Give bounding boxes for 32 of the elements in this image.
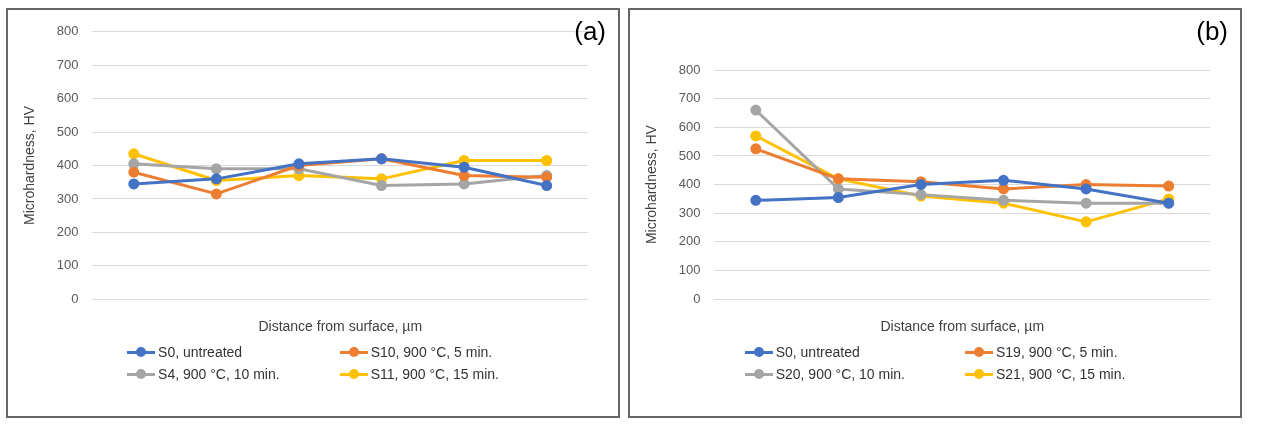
annotation: (a) [574,16,606,47]
y-tick-label: 200 [678,233,701,249]
y-tick-label: 0 [71,290,79,306]
legend-label: S10, 900 °C, 5 min. [370,344,493,360]
legend-label: S21, 900 °C, 15 min. [996,366,1126,382]
legend-label: S0, untreated [158,344,243,360]
legend-label: S20, 900 °C, 10 min. [775,366,905,382]
y-tick-label: 100 [678,262,701,278]
x-axis-title: Distance from surface, µm [258,318,423,335]
y-tick-label: 600 [678,118,701,134]
y-tick-label: 800 [678,61,701,77]
y-tick-label: 0 [693,290,701,306]
y-tick-label: 700 [678,90,701,106]
y-tick-label: 400 [56,157,79,173]
y-tick-label: 100 [56,257,79,273]
text: (b) [1196,16,1228,47]
x-axis-title: Distance from surface, µm [880,318,1045,335]
y-axis-title: Microhardness, HV [21,105,38,226]
y-tick-label: 500 [678,147,701,163]
y-tick-label: 300 [678,204,701,220]
y-tick-label: 600 [56,90,79,106]
y-tick-label: 700 [56,56,79,72]
legend-label: S19, 900 °C, 5 min. [996,344,1118,360]
y-tick-label: 500 [56,123,79,139]
y-tick-label: 800 [56,23,79,39]
legend-label: S4, 900 °C, 10 min. [158,366,280,382]
y-tick-label: 300 [56,190,79,206]
legend-label: S11, 900 °C, 15 min. [370,366,499,382]
y-tick-label: 200 [56,223,79,239]
legend-label: S0, untreated [775,344,860,360]
y-tick-label: 400 [678,176,701,192]
y-axis-title: Microhardness, HV [643,124,660,245]
